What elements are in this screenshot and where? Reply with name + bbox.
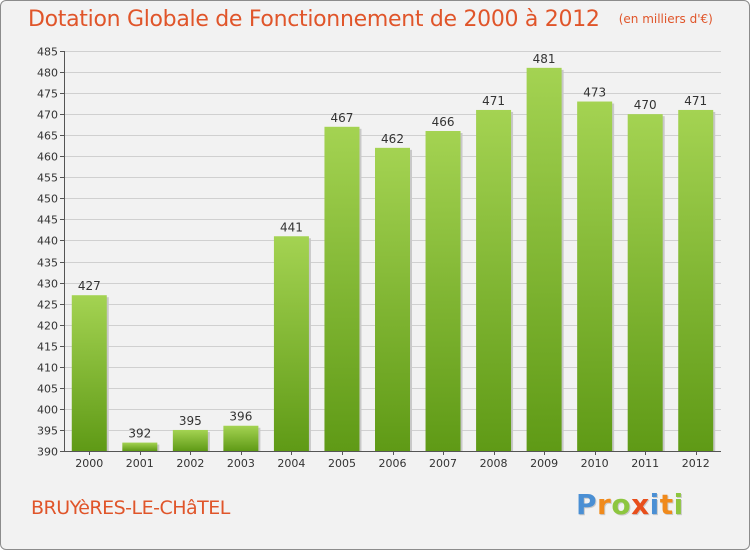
commune-name: BRUYèRES-LE-CHâTEL <box>31 497 230 519</box>
logo-letter: r <box>597 488 612 521</box>
bar <box>223 425 259 451</box>
bars <box>71 67 716 452</box>
y-tick-label: 480 <box>37 67 58 80</box>
proxiti-logo[interactable]: Proxiti <box>576 488 684 521</box>
bar-value-label: 467 <box>331 111 354 125</box>
labels: 390 395 400 405 410 415 420 425 430 435 440 445 450 4… <box>37 46 710 471</box>
bar <box>678 109 714 452</box>
x-tick-label: 2003 <box>227 457 255 470</box>
y-tick-label: 430 <box>37 278 58 291</box>
logo-letter: i <box>673 488 684 521</box>
bar-value-label: 473 <box>583 86 606 100</box>
bar <box>476 109 512 452</box>
y-tick-label: 390 <box>37 446 58 459</box>
bar-value-label: 395 <box>179 414 202 428</box>
y-tick-label: 410 <box>37 362 58 375</box>
chart-title-unit: (en milliers d'€) <box>618 12 713 26</box>
bar-value-label: 392 <box>128 427 151 441</box>
x-tick-label: 2006 <box>379 457 407 470</box>
y-tick-label: 440 <box>37 235 58 248</box>
y-tick-label: 485 <box>37 46 58 59</box>
y-tick-label: 405 <box>37 383 58 396</box>
logo-letter: x <box>631 488 650 521</box>
bar <box>577 101 613 452</box>
bar <box>526 67 562 451</box>
x-tick-label: 2000 <box>75 457 103 470</box>
x-tick-label: 2012 <box>682 457 710 470</box>
bar-value-label: 471 <box>684 94 707 108</box>
x-tick-label: 2005 <box>328 457 356 470</box>
y-tick-label: 445 <box>37 214 58 227</box>
axes <box>60 51 721 455</box>
y-tick-label: 425 <box>37 299 58 312</box>
bar-value-label: 481 <box>533 52 556 66</box>
x-tick-label: 2007 <box>429 457 457 470</box>
bar-value-label: 470 <box>634 98 657 112</box>
y-tick-label: 465 <box>37 130 58 143</box>
y-tick-label: 475 <box>37 88 58 101</box>
y-tick-label: 460 <box>37 151 58 164</box>
logo-letter: o <box>611 488 632 521</box>
x-tick-label: 2002 <box>176 457 204 470</box>
bar <box>627 114 663 451</box>
bar <box>71 295 107 451</box>
bar <box>273 236 309 451</box>
y-tick-label: 435 <box>37 257 58 270</box>
y-tick-label: 400 <box>37 404 58 417</box>
x-tick-label: 2009 <box>530 457 558 470</box>
bar-value-label: 462 <box>381 132 404 146</box>
x-tick-label: 2004 <box>277 457 305 470</box>
logo-letter: i <box>649 488 660 521</box>
x-tick-label: 2008 <box>480 457 508 470</box>
y-tick-label: 395 <box>37 425 58 438</box>
x-tick-label: 2011 <box>631 457 659 470</box>
y-tick-label: 470 <box>37 109 58 122</box>
bar <box>375 147 410 451</box>
logo-letter: t <box>659 488 674 521</box>
y-tick-label: 415 <box>37 341 58 354</box>
chart-title-main: Dotation Globale de Fonctionnement de 20… <box>28 7 600 32</box>
bar-value-label: 471 <box>482 94 505 108</box>
bar <box>122 442 158 451</box>
y-tick-label: 450 <box>37 193 58 206</box>
bar-value-label: 466 <box>432 115 455 129</box>
bar-value-label: 427 <box>78 279 101 293</box>
chart-title: Dotation Globale de Fonctionnement de 20… <box>28 7 713 32</box>
y-tick-label: 420 <box>37 320 58 333</box>
bar-value-label: 441 <box>280 220 303 234</box>
bar-value-label: 396 <box>229 410 252 424</box>
x-tick-label: 2010 <box>581 457 609 470</box>
bar <box>324 126 360 451</box>
y-tick-label: 455 <box>37 172 58 185</box>
logo-letter: P <box>576 488 598 521</box>
x-tick-label: 2001 <box>126 457 154 470</box>
bar <box>425 131 461 451</box>
bar <box>172 429 208 451</box>
